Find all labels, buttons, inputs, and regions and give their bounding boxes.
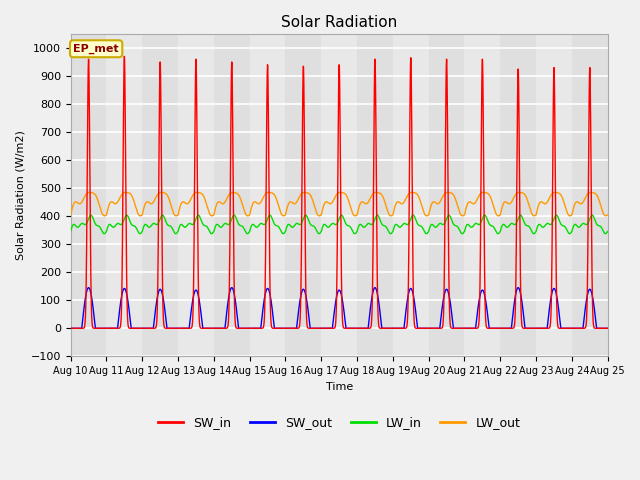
Y-axis label: Solar Radiation (W/m2): Solar Radiation (W/m2) (15, 130, 25, 260)
Bar (572, 34, 608, 356)
SW_out (604, 325, 611, 331)
SW_out (604, 325, 611, 331)
Bar (285, 34, 321, 356)
Bar (500, 34, 536, 356)
LW_in (604, 229, 611, 235)
Bar (357, 34, 393, 356)
LW_in (392, 222, 399, 228)
Text: EP_met: EP_met (74, 44, 119, 54)
LW_in (67, 228, 74, 234)
LW_out (553, 190, 561, 195)
LW_out (217, 200, 225, 205)
LW_out (604, 212, 611, 218)
SW_in (604, 325, 611, 331)
SW_in (120, 53, 128, 59)
LW_in (604, 228, 611, 234)
LW_out (604, 212, 611, 218)
Bar (429, 34, 465, 356)
LW_out (401, 198, 409, 204)
SW_in (182, 325, 189, 331)
Legend: SW_in, SW_out, LW_in, LW_out: SW_in, SW_out, LW_in, LW_out (153, 411, 525, 434)
SW_in (604, 325, 611, 331)
LW_in (87, 212, 95, 218)
SW_out (84, 285, 92, 290)
Line: SW_out: SW_out (70, 288, 607, 328)
Bar (142, 34, 178, 356)
LW_in (182, 224, 190, 230)
SW_in (67, 325, 74, 331)
Bar (70, 34, 106, 356)
SW_out (392, 325, 399, 331)
LW_out (182, 201, 189, 206)
LW_out (392, 202, 399, 208)
SW_in (553, 299, 561, 305)
LW_in (217, 224, 225, 230)
LW_in (100, 231, 108, 237)
SW_out (182, 325, 189, 331)
Title: Solar Radiation: Solar Radiation (281, 15, 397, 30)
Bar (214, 34, 250, 356)
LW_in (553, 213, 561, 218)
Line: LW_in: LW_in (70, 215, 607, 234)
SW_in (217, 325, 225, 331)
LW_out (300, 190, 308, 195)
LW_in (401, 221, 409, 227)
X-axis label: Time: Time (326, 382, 353, 392)
SW_out (553, 293, 561, 299)
SW_out (67, 325, 74, 331)
Line: LW_out: LW_out (70, 192, 607, 216)
LW_out (67, 212, 74, 218)
Line: SW_in: SW_in (70, 56, 607, 328)
LW_out (100, 213, 108, 219)
SW_out (401, 318, 409, 324)
SW_out (217, 325, 225, 331)
SW_in (401, 325, 409, 331)
SW_in (392, 325, 399, 331)
